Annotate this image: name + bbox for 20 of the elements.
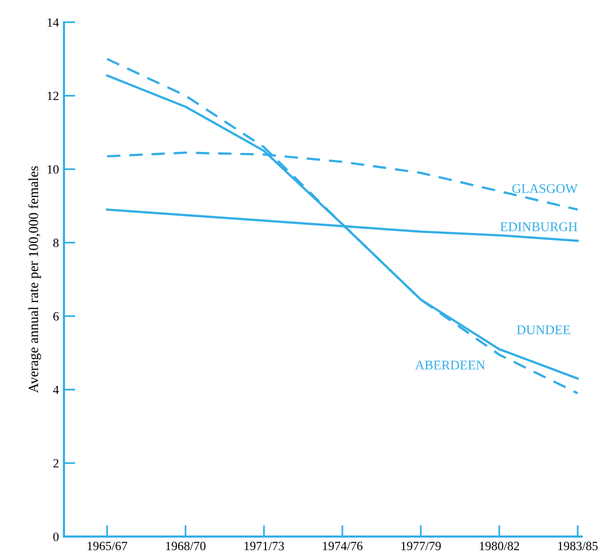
x-tick-label: 1983/85 (558, 542, 598, 550)
y-axis-title: Average annual rate per 100,000 females (28, 166, 42, 393)
x-tick-label: 1974/76 (322, 542, 362, 550)
y-tick-label: 0 (53, 532, 59, 541)
y-tick-label: 12 (48, 92, 58, 100)
series-label: DUNDEE (516, 325, 570, 334)
series-label: EDINBURGH (500, 222, 578, 232)
x-tick-label: 1968/70 (166, 542, 206, 550)
y-tick-label: 6 (53, 312, 59, 321)
x-tick-label: 1971/73 (244, 542, 284, 550)
x-tick-label: 1965/67 (88, 542, 128, 550)
y-tick-label: 8 (53, 238, 59, 248)
y-tick-label: 4 (53, 386, 59, 394)
y-tick-label: 10 (48, 165, 59, 174)
y-tick-label: 14 (48, 18, 59, 27)
series-label: GLASGOW (512, 184, 578, 194)
series-label: ABERDEEN (415, 360, 486, 370)
x-tick-label: 1977/79 (401, 542, 441, 550)
x-tick-label: 1980/82 (480, 542, 520, 550)
y-tick-label: 2 (53, 459, 58, 468)
